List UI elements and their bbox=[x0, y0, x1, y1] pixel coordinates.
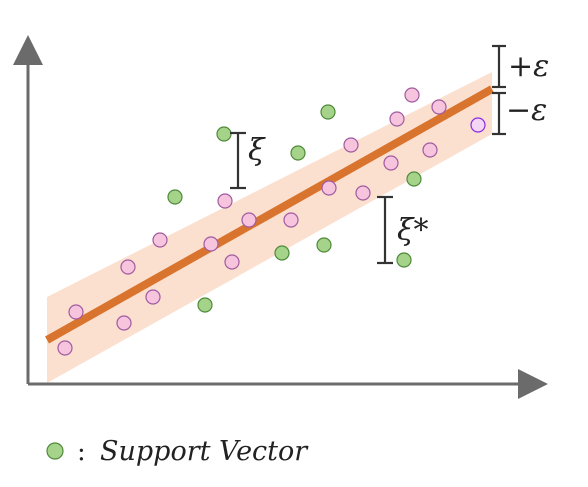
data-point bbox=[203, 236, 219, 252]
support-vector-point bbox=[316, 237, 332, 253]
support-vector-point bbox=[406, 171, 422, 187]
data-point bbox=[217, 193, 233, 209]
data-point bbox=[422, 142, 438, 158]
data-point bbox=[383, 155, 399, 171]
data-point bbox=[241, 212, 257, 228]
xi-bracket bbox=[230, 131, 246, 190]
support-vectors bbox=[167, 104, 422, 313]
data-point bbox=[116, 315, 132, 331]
data-point bbox=[389, 111, 405, 127]
data-point bbox=[321, 180, 337, 196]
support-vector-point bbox=[320, 104, 336, 120]
data-point bbox=[57, 340, 73, 356]
support-vector-point bbox=[290, 145, 306, 161]
data-point bbox=[283, 212, 299, 228]
epsilon-plus-bracket bbox=[492, 44, 506, 89]
regression-line bbox=[45, 85, 494, 344]
data-point bbox=[120, 259, 136, 275]
data-point bbox=[470, 117, 486, 133]
epsilon-plus-label: +𝜀 bbox=[508, 49, 549, 84]
data-point bbox=[152, 232, 168, 248]
support-vector-point bbox=[167, 189, 183, 205]
legend-support-vector-icon bbox=[46, 442, 64, 460]
epsilon-minus-label: −𝜀 bbox=[506, 93, 547, 128]
data-point bbox=[224, 254, 240, 270]
data-point bbox=[431, 99, 447, 115]
xi-star-label: ξ* bbox=[397, 213, 429, 248]
epsilon-minus-bracket bbox=[492, 91, 506, 136]
support-vector-point bbox=[216, 126, 232, 142]
legend-label: Support Vector bbox=[100, 436, 309, 467]
xi-label: ξ bbox=[248, 133, 266, 168]
data-point bbox=[343, 137, 359, 153]
support-vector-point bbox=[396, 252, 412, 268]
legend: : Support Vector bbox=[46, 436, 309, 467]
xi-star-bracket bbox=[377, 195, 393, 265]
data-point bbox=[404, 87, 420, 103]
legend-separator: : bbox=[77, 437, 86, 467]
data-points bbox=[57, 87, 486, 356]
data-point bbox=[355, 185, 371, 201]
support-vector-point bbox=[197, 297, 213, 313]
support-vector-point bbox=[274, 245, 290, 261]
data-point bbox=[145, 289, 161, 305]
data-point bbox=[68, 304, 84, 320]
